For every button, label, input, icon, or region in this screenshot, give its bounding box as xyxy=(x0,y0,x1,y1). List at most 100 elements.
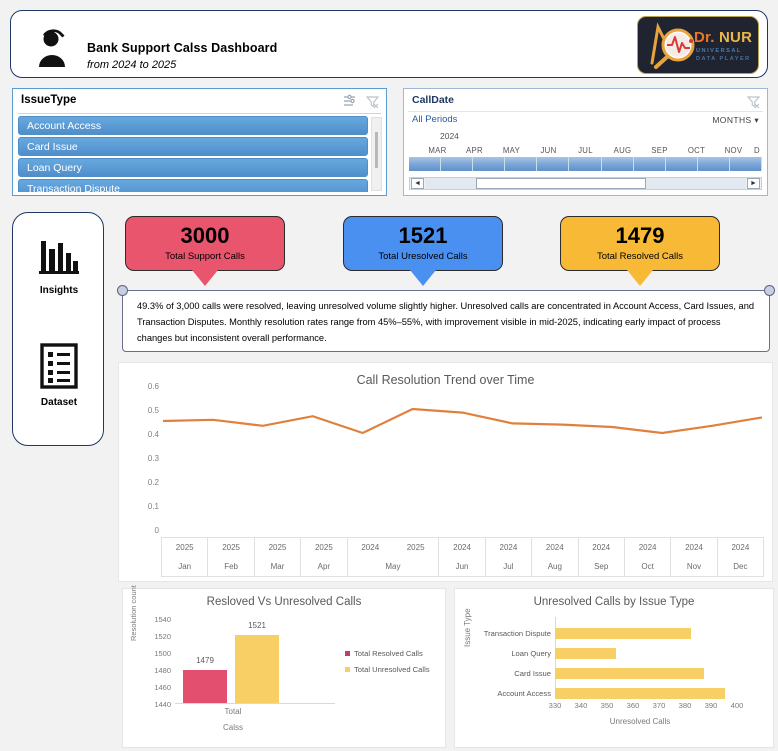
x-axis-cell: 2025 Feb xyxy=(208,538,255,576)
x-tick: 350 xyxy=(600,701,614,710)
x-axis-cell: 2024 Sep xyxy=(579,538,625,576)
legend-item[interactable]: Total Unresolved Calls xyxy=(345,665,430,674)
slicer-call-date-icons xyxy=(746,94,761,109)
x-axis-line xyxy=(175,703,335,704)
bar-plot-area: 1479 1521 xyxy=(175,619,291,703)
timeline-scroll-thumb[interactable] xyxy=(476,178,647,189)
sidebar-item-dataset-label: Dataset xyxy=(40,397,78,408)
slicer-call-date[interactable]: CallDate All Periods MONTHS ▾ 2024 MAR A… xyxy=(403,88,768,196)
timeline-granularity-dropdown[interactable]: MONTHS ▾ xyxy=(712,115,759,126)
bar-value-label: 1521 xyxy=(248,621,266,630)
bar-card-issue[interactable] xyxy=(555,668,704,679)
x-month: Sep xyxy=(594,562,609,571)
insights-text: 49.3% of 3,000 calls were resolved, leav… xyxy=(137,301,755,343)
timeline-month: D xyxy=(754,145,760,155)
x-month: Feb xyxy=(224,562,238,571)
timeline-band-cell[interactable] xyxy=(441,157,474,171)
timeline-band-cell[interactable] xyxy=(409,157,442,171)
y-axis-title: Issue Type xyxy=(463,608,472,647)
slicer-item[interactable]: Account Access xyxy=(18,116,368,135)
kpi-pointer xyxy=(627,270,653,286)
x-axis-cell: 2025 Jan xyxy=(162,538,209,576)
logo-tagline-1: UNIVERSAL xyxy=(696,48,742,54)
slicer-issue-type-list[interactable]: Account Access Card Issue Loan Query Tra… xyxy=(18,116,368,192)
x-axis-cell-merged: 2024 2025 May xyxy=(348,538,440,576)
chart-call-resolution-trend[interactable]: Call Resolution Trend over Time 0 0.1 0.… xyxy=(118,362,773,582)
x-category-label: Total xyxy=(224,707,242,716)
chart-unresolved-by-issue-type[interactable]: Unresolved Calls by Issue Type Issue Typ… xyxy=(454,588,774,748)
bar-loan-query[interactable] xyxy=(555,648,616,659)
y-tick: 1520 xyxy=(154,632,171,641)
logo-tagline-2: DATA PLAYER xyxy=(696,56,751,62)
kpi-card-total-unresolved-calls[interactable]: 1521 Total Uresolved Calls xyxy=(343,216,503,286)
kpi-pointer xyxy=(410,270,436,286)
legend-label: Total Resolved Calls xyxy=(354,649,423,658)
timeline-band-cell[interactable] xyxy=(666,157,698,171)
x-tick: 400 xyxy=(730,701,744,710)
timeline-band-cell[interactable] xyxy=(634,157,666,171)
resize-handle-top-left[interactable] xyxy=(117,285,128,296)
slicer-issue-type-icons xyxy=(342,94,380,109)
kpi-pointer xyxy=(192,270,218,286)
slicer-issue-type-title: IssueType xyxy=(21,94,77,106)
x-year: 2024 xyxy=(453,543,471,552)
resize-handle-top-right[interactable] xyxy=(764,285,775,296)
slicer-item[interactable]: Card Issue xyxy=(18,137,368,156)
insights-textbox[interactable]: 49.3% of 3,000 calls were resolved, leav… xyxy=(117,285,775,352)
kpi-label: Total Uresolved Calls xyxy=(378,251,468,262)
slicer-item[interactable]: Transaction Dispute xyxy=(18,179,368,192)
timeline-scroll-track[interactable] xyxy=(425,178,746,189)
sidebar-item-dataset[interactable]: Dataset xyxy=(13,343,105,408)
y-tick: 0.1 xyxy=(147,502,159,511)
legend-item[interactable]: Total Resolved Calls xyxy=(345,649,430,658)
timeline-band-cell[interactable] xyxy=(698,157,730,171)
bar-transaction-dispute[interactable] xyxy=(555,628,691,639)
timeline-scrollbar[interactable]: ◄ ► xyxy=(409,177,762,190)
bar-value-label: 1479 xyxy=(196,656,214,665)
line-chart-x-axis: 2025 Jan 2025 Feb 2025 Mar 2025 Apr 2024 2025… xyxy=(161,537,764,577)
x-year: 2024 xyxy=(545,543,564,552)
timeline-band-cell[interactable] xyxy=(537,157,570,171)
timeline-band-cell[interactable] xyxy=(505,157,538,171)
timeline-band-cell[interactable] xyxy=(730,157,763,171)
x-month: Jun xyxy=(455,562,469,571)
slicer-scrollbar[interactable] xyxy=(371,117,382,191)
multi-select-icon[interactable] xyxy=(342,94,357,109)
slicer-issue-type[interactable]: IssueType Account Access Card Issue Loan… xyxy=(12,88,387,196)
y-tick: 0.4 xyxy=(147,430,159,439)
timeline-selection-band[interactable] xyxy=(409,157,763,171)
sidebar-item-insights-label: Insights xyxy=(39,285,79,296)
timeline-band-cell[interactable] xyxy=(569,157,602,171)
x-tick: 340 xyxy=(574,701,588,710)
timeline-band-cell[interactable] xyxy=(473,157,506,171)
x-tick: 360 xyxy=(626,701,640,710)
timeline-band-cell[interactable] xyxy=(602,157,634,171)
x-axis-cell: 2025 Apr xyxy=(301,538,348,576)
kpi-card-total-resolved-calls[interactable]: 1479 Total Resolved Calls xyxy=(560,216,720,286)
slicer-item[interactable]: Loan Query xyxy=(18,158,368,177)
slicer-scrollbar-thumb[interactable] xyxy=(375,132,378,168)
kpi-value: 3000 xyxy=(180,223,230,248)
clear-filter-icon[interactable] xyxy=(746,94,761,109)
timeline-month: AUG xyxy=(613,145,632,155)
bar-account-access[interactable] xyxy=(555,688,725,699)
bar-total-unresolved[interactable] xyxy=(235,635,279,703)
timeline-month: OCT xyxy=(687,145,706,155)
x-month: Dec xyxy=(733,562,748,571)
kpi-label: Total Resolved Calls xyxy=(596,251,684,262)
chart-resolved-vs-unresolved[interactable]: Resloved Vs Unresolved Calls Resolution … xyxy=(122,585,446,748)
bar-total-resolved[interactable] xyxy=(183,670,227,703)
bar-plot-area xyxy=(555,619,735,699)
kpi-card-total-support-calls[interactable]: 3000 Total Support Calls xyxy=(125,216,285,286)
x-axis-cell: 2024 Oct xyxy=(625,538,672,576)
timeline-month: JUN xyxy=(540,145,557,155)
y-category-label: Transaction Dispute xyxy=(483,629,551,638)
chevron-down-icon: ▾ xyxy=(754,115,759,125)
x-year-2: 2025 xyxy=(406,543,425,552)
clear-filter-icon[interactable] xyxy=(365,94,380,109)
support-agent-icon xyxy=(29,21,77,69)
scroll-left-icon[interactable]: ◄ xyxy=(411,178,424,189)
sidebar-item-insights[interactable]: Insights xyxy=(13,239,105,296)
scroll-right-icon[interactable]: ► xyxy=(747,178,760,189)
timeline-month-labels: MAR APR MAY JUN JUL AUG SEP OCT NOV D xyxy=(409,143,762,157)
